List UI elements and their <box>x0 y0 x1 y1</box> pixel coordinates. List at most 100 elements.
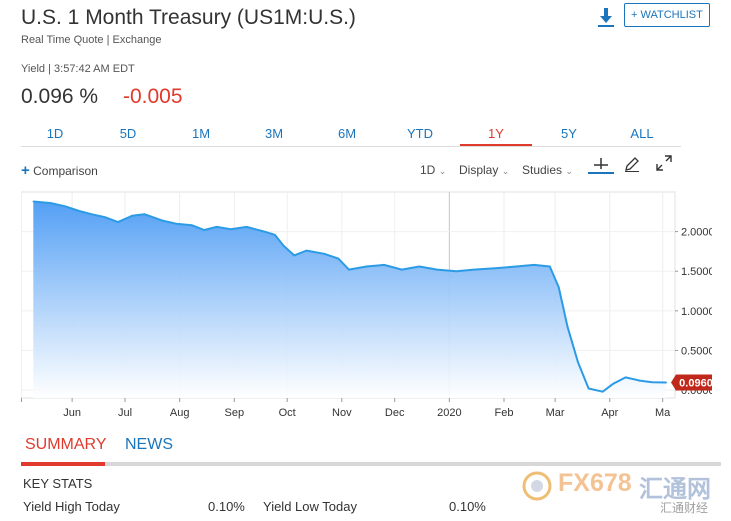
data-point <box>274 233 276 236</box>
data-point <box>78 210 80 212</box>
interval-label: 1D <box>420 163 436 177</box>
data-point <box>473 268 475 271</box>
data-point <box>305 249 308 252</box>
range-tab-1m[interactable]: 1M <box>191 126 211 141</box>
data-point <box>117 221 119 223</box>
key-stats-title: KEY STATS <box>23 476 93 491</box>
data-point <box>32 200 35 203</box>
data-point <box>418 265 421 268</box>
data-point <box>549 265 551 268</box>
data-point <box>665 381 667 384</box>
range-tab-5d[interactable]: 5D <box>119 126 137 141</box>
data-point <box>651 381 653 383</box>
data-point <box>612 382 615 385</box>
y-tick-label: 2.0000 <box>681 227 712 239</box>
quote-source: Real Time Quote | Exchange <box>21 34 162 46</box>
watermark-text: FX678 <box>558 469 632 497</box>
data-point <box>131 214 133 217</box>
page-title: U.S. 1 Month Treasury (US1M:U.S.) <box>21 6 356 29</box>
data-point <box>455 270 458 273</box>
display-dropdown[interactable]: Display ⌄ <box>459 163 509 177</box>
data-point <box>496 267 498 269</box>
data-point <box>348 268 350 271</box>
data-point <box>400 268 403 271</box>
x-tick-label: Jun <box>63 407 81 419</box>
download-icon[interactable] <box>596 6 616 28</box>
crosshair-icon[interactable] <box>587 156 615 176</box>
data-point <box>175 222 177 225</box>
chevron-down-icon: ⌄ <box>565 166 573 176</box>
watermark-cn: 汇通网 <box>639 476 711 503</box>
x-tick-label: Nov <box>332 407 352 419</box>
data-point <box>638 379 641 382</box>
range-tab-1y[interactable]: 1Y <box>460 126 532 146</box>
range-tab-6m[interactable]: 6M <box>337 126 357 141</box>
data-point <box>337 257 340 260</box>
last-value-flag <box>671 374 712 391</box>
x-tick-label: Apr <box>601 407 618 419</box>
range-tab-5y[interactable]: 5Y <box>561 126 577 141</box>
yield-change: -0.005 <box>123 85 183 108</box>
comparison-label: Comparison <box>33 164 98 178</box>
data-point <box>383 264 385 266</box>
data-point <box>191 224 193 227</box>
interval-dropdown[interactable]: 1D ⌄ <box>420 163 446 177</box>
data-point <box>587 387 590 390</box>
data-point <box>215 226 218 228</box>
data-point <box>229 228 232 231</box>
display-label: Display <box>459 163 499 177</box>
range-tab-ytd[interactable]: YTD <box>407 126 433 141</box>
data-point <box>557 286 560 288</box>
x-tick-label: Mar <box>546 407 565 419</box>
studies-label: Studies <box>522 163 563 177</box>
chevron-down-icon: ⌄ <box>501 166 510 176</box>
range-tabs: 1D 5D 1M 3M 6M YTD 1Y 5Y ALL <box>21 126 681 147</box>
x-tick-label: Jul <box>118 407 132 419</box>
data-point <box>624 376 627 379</box>
stat-value-yield-low: 0.10% <box>449 499 486 514</box>
range-tab-1d[interactable]: 1D <box>46 126 64 141</box>
y-tick-label: 0.5000 <box>681 345 712 357</box>
x-tick-label: 2020 <box>437 407 461 419</box>
watermark-logo: FX678 汇通网 汇通财经 <box>522 468 727 516</box>
data-point <box>263 230 266 233</box>
x-tick-label: Ma <box>655 407 671 419</box>
data-point <box>365 265 368 268</box>
data-point <box>143 213 146 215</box>
data-point <box>577 361 579 364</box>
section-tabs: SUMMARY NEWS <box>21 436 721 466</box>
plus-icon: + <box>21 162 30 179</box>
data-point <box>282 245 285 247</box>
data-point <box>293 254 296 257</box>
tab-news[interactable]: NEWS <box>125 436 173 453</box>
tabs-divider <box>21 462 721 466</box>
stat-label-yield-high: Yield High Today <box>23 499 120 514</box>
stat-label-yield-low: Yield Low Today <box>263 499 357 514</box>
data-point <box>64 205 66 208</box>
yield-value: 0.096 % <box>21 85 99 108</box>
watchlist-button[interactable]: + WATCHLIST <box>624 3 710 27</box>
data-point <box>90 213 93 215</box>
range-tab-all[interactable]: ALL <box>630 126 654 141</box>
last-value-label: 0.0960 <box>679 377 712 389</box>
studies-dropdown[interactable]: Studies ⌄ <box>522 163 573 177</box>
range-tab-3m[interactable]: 3M <box>264 126 284 141</box>
x-tick-label: Oct <box>279 407 296 419</box>
expand-icon[interactable] <box>655 154 673 172</box>
fx678-logo-icon <box>522 471 552 501</box>
pencil-icon[interactable] <box>623 155 641 173</box>
data-point <box>566 325 569 328</box>
data-point <box>245 226 248 228</box>
x-tick-label: Dec <box>385 407 405 419</box>
comparison-button[interactable]: + Comparison <box>21 162 98 179</box>
x-tick-label: Aug <box>170 407 190 419</box>
active-tab-indicator <box>21 462 105 466</box>
chevron-down-icon: ⌄ <box>438 166 447 176</box>
x-tick-label: Feb <box>495 407 514 419</box>
data-point <box>203 229 206 231</box>
data-point <box>50 202 52 204</box>
data-point <box>601 390 604 393</box>
tab-summary[interactable]: SUMMARY <box>25 436 107 453</box>
data-point <box>323 253 326 255</box>
